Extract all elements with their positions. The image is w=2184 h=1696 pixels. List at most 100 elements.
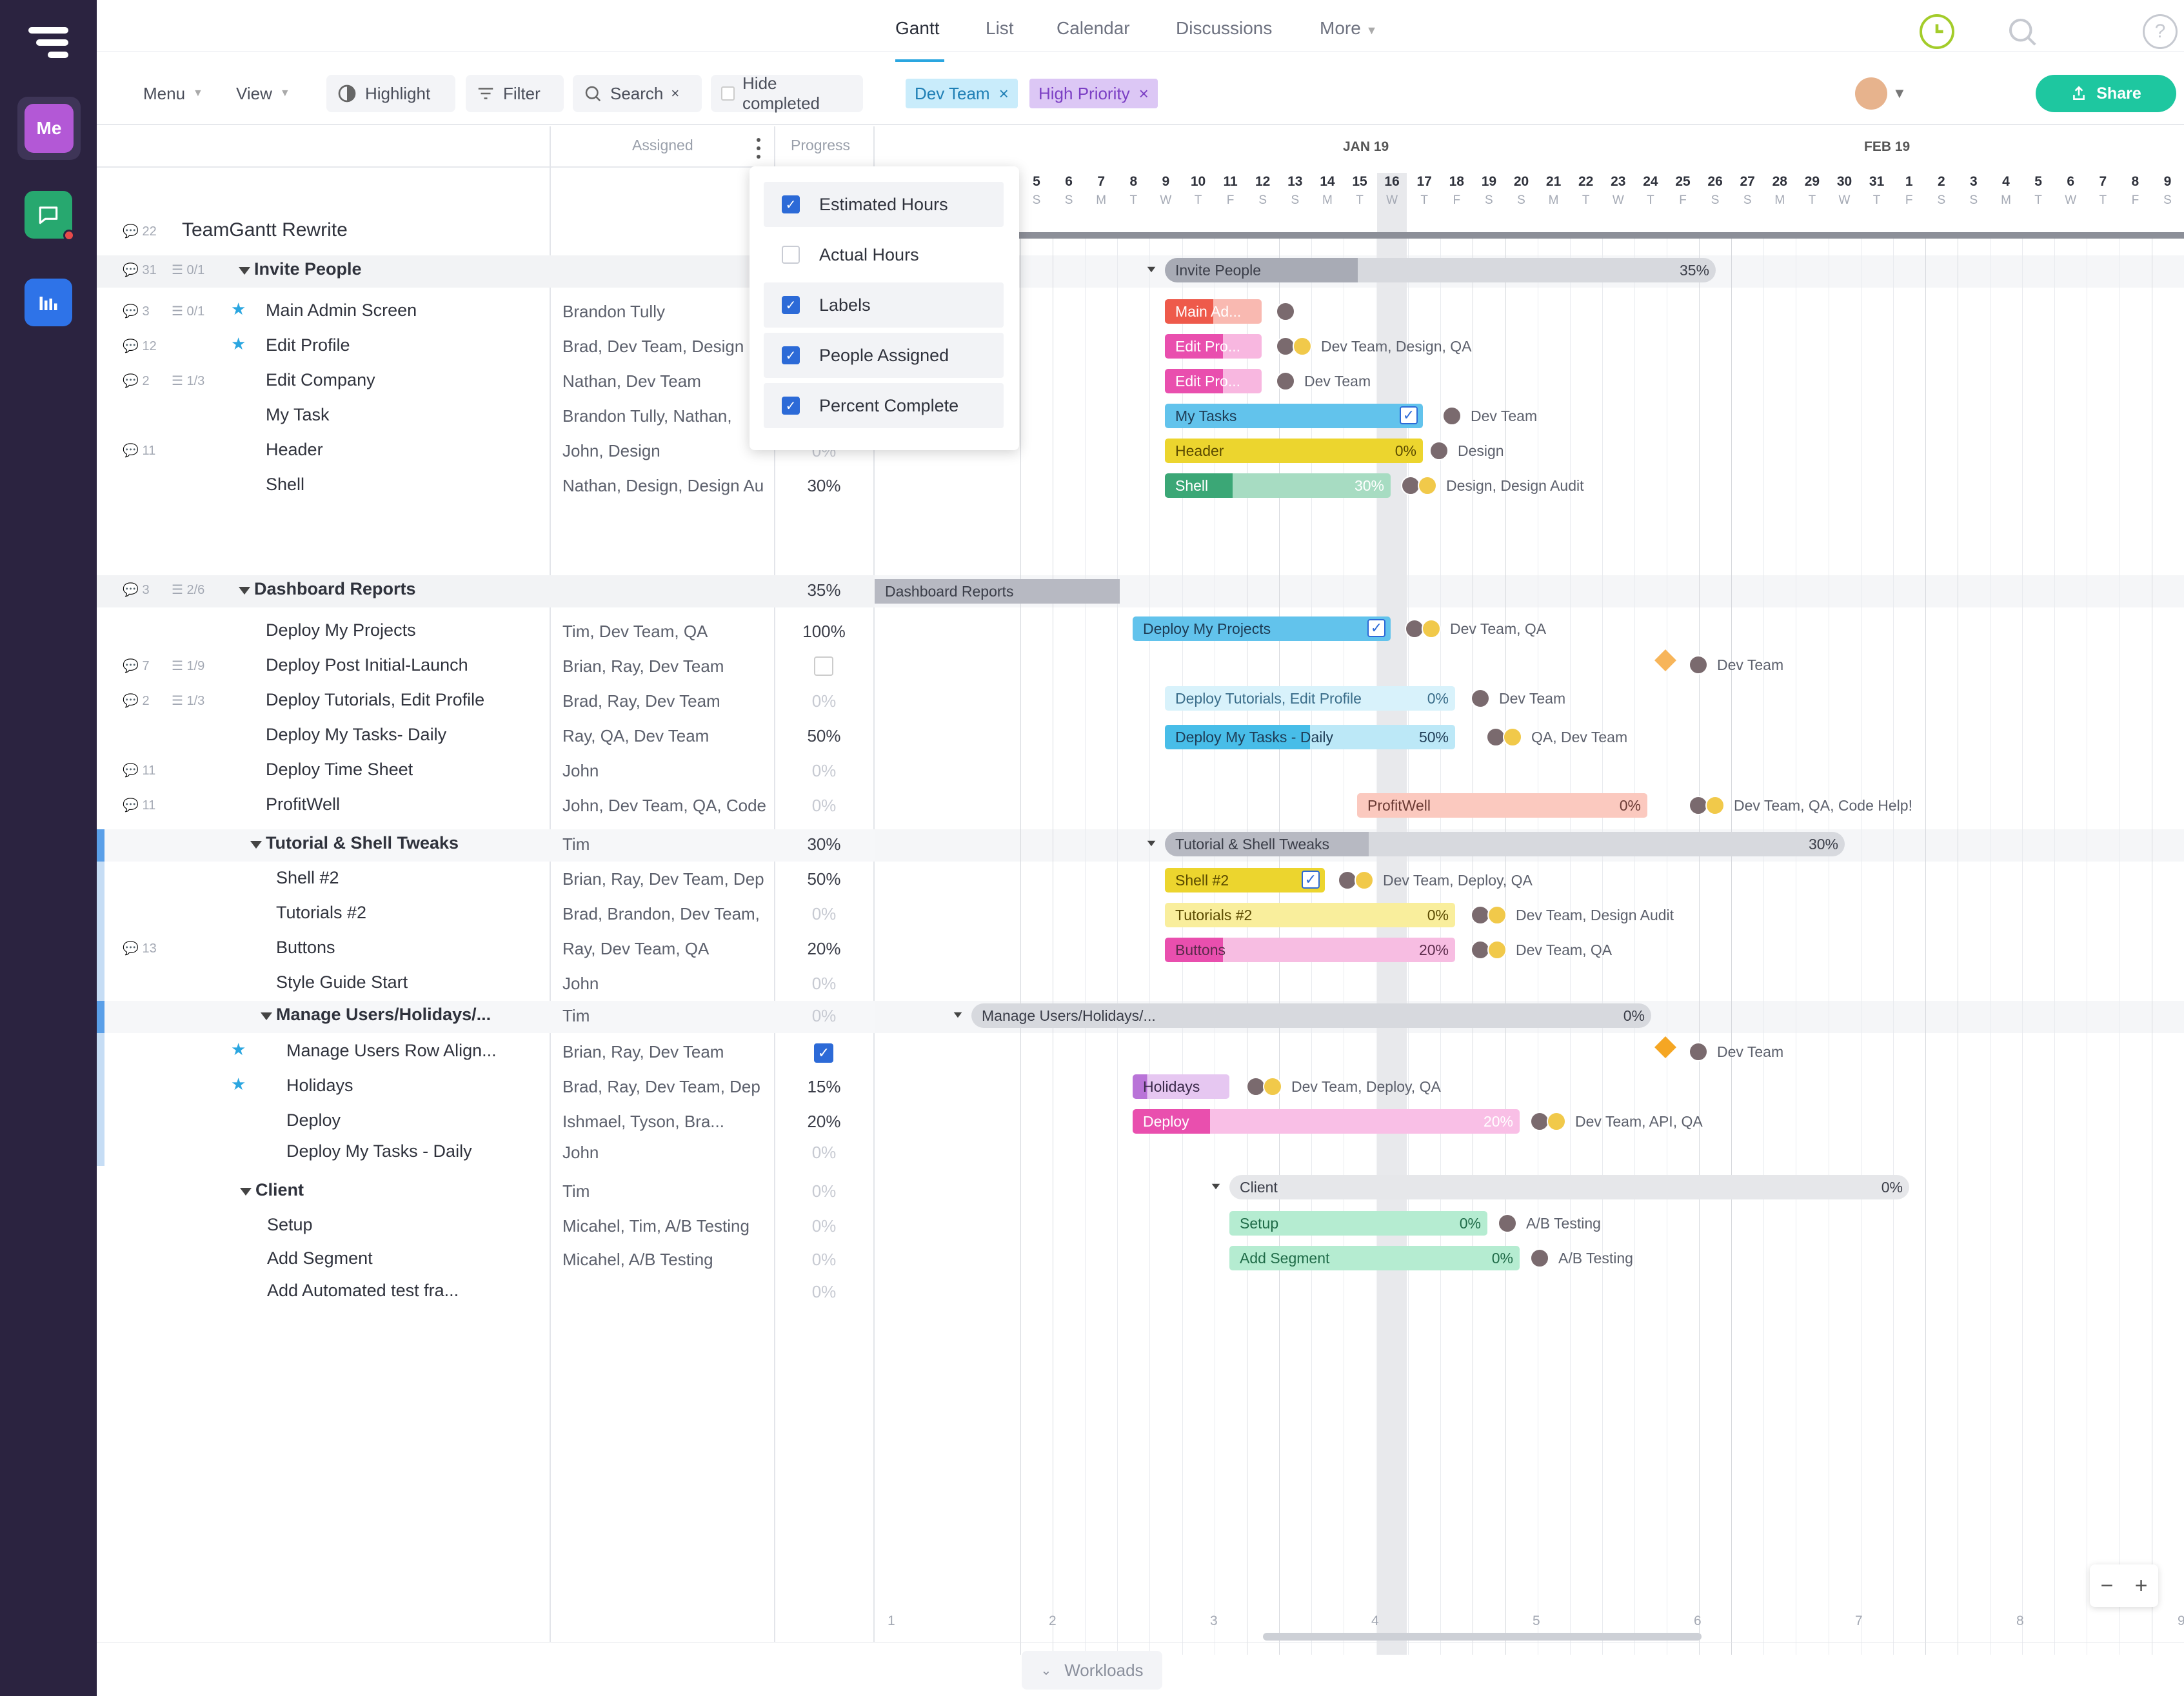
group-name[interactable]: Tutorial & Shell Tweaks bbox=[266, 833, 459, 853]
gantt-group-bar[interactable]: Client 0% bbox=[1229, 1175, 1909, 1199]
task-name[interactable]: ProfitWell bbox=[266, 794, 341, 814]
assigned-cell[interactable]: Tim, Dev Team, QA bbox=[562, 622, 708, 641]
assigned-cell[interactable]: Brian, Ray, Dev Team, Dep bbox=[562, 869, 764, 889]
progress-cell[interactable]: 100% bbox=[802, 622, 846, 641]
progress-cell[interactable]: 0% bbox=[811, 904, 837, 923]
assigned-cell[interactable]: Brad, Ray, Dev Team bbox=[562, 691, 720, 711]
task-name[interactable]: Add Segment bbox=[267, 1248, 373, 1268]
filter-chip-high-priority[interactable]: High Priority × bbox=[1029, 79, 1158, 108]
assigned-cell[interactable]: John bbox=[562, 974, 599, 993]
assignee-avatar[interactable] bbox=[1689, 655, 1708, 675]
assignee-avatar[interactable] bbox=[1429, 441, 1449, 460]
checkbox-checked-icon[interactable]: ✓ bbox=[1302, 871, 1320, 889]
progress-cell[interactable]: 0% bbox=[811, 1250, 837, 1269]
collapse-caret-icon[interactable] bbox=[1211, 1183, 1220, 1190]
column-header-progress[interactable]: Progress bbox=[791, 137, 851, 153]
column-options-icon[interactable] bbox=[753, 135, 764, 161]
checkbox-icon[interactable] bbox=[814, 656, 833, 676]
progress-cell[interactable]: 0% bbox=[811, 1006, 837, 1025]
comment-count[interactable]: 💬 11 bbox=[123, 798, 156, 813]
collapse-caret-icon[interactable] bbox=[953, 1012, 962, 1018]
comment-count[interactable]: 💬 11 bbox=[123, 444, 156, 458]
gantt-task-bar[interactable]: Tutorials #2 0% bbox=[1165, 903, 1455, 927]
collapse-caret-icon[interactable] bbox=[1147, 840, 1156, 847]
menu-dropdown[interactable]: Menu ▼ bbox=[133, 75, 213, 112]
assignee-avatar[interactable] bbox=[1487, 940, 1507, 960]
assigned-cell[interactable]: Brad, Dev Team, Design bbox=[562, 337, 744, 356]
tab-gantt[interactable]: Gantt bbox=[895, 18, 940, 38]
search-icon[interactable] bbox=[2005, 14, 2040, 49]
gantt-task-bar[interactable]: Deploy My Projects ✓ bbox=[1133, 616, 1391, 641]
assigned-cell[interactable]: Brian, Ray, Dev Team bbox=[562, 1042, 724, 1061]
collaborator-avatar[interactable] bbox=[1855, 77, 1887, 110]
gantt-task-bar[interactable]: Deploy 20% bbox=[1133, 1109, 1520, 1134]
progress-cell[interactable]: 0% bbox=[811, 1143, 837, 1162]
assignee-avatar[interactable] bbox=[1401, 476, 1420, 495]
group-name[interactable]: Invite People bbox=[254, 259, 362, 279]
assigned-cell[interactable]: Nathan, Dev Team bbox=[562, 371, 701, 391]
collapse-caret-icon[interactable] bbox=[250, 841, 262, 849]
assignee-avatar[interactable] bbox=[1355, 871, 1374, 890]
assignee-avatar[interactable] bbox=[1689, 1042, 1708, 1061]
assigned-cell[interactable]: Micahel, A/B Testing bbox=[562, 1250, 713, 1269]
task-name[interactable]: Shell #2 bbox=[276, 868, 339, 887]
progress-cell[interactable]: 35% bbox=[807, 580, 841, 600]
subtask-count[interactable]: ☰ 1/3 bbox=[172, 694, 205, 708]
task-name[interactable]: Deploy Post Initial-Launch bbox=[266, 655, 468, 675]
comment-count[interactable]: 💬 2 bbox=[123, 694, 150, 708]
zoom-in-button[interactable]: + bbox=[2134, 1573, 2148, 1598]
comment-count[interactable]: 💬 12 bbox=[123, 339, 157, 353]
assigned-cell[interactable]: Brad, Brandon, Dev Team, bbox=[562, 904, 760, 923]
assignee-avatar[interactable] bbox=[1471, 905, 1490, 925]
subtask-count[interactable]: ☰ 1/3 bbox=[172, 374, 205, 388]
close-icon[interactable]: × bbox=[998, 83, 1009, 103]
group-name[interactable]: Client bbox=[255, 1180, 304, 1199]
checkbox-checked-icon[interactable]: ✓ bbox=[814, 1043, 833, 1063]
checkbox-icon[interactable] bbox=[721, 86, 735, 101]
assigned-cell[interactable]: Ray, QA, Dev Team bbox=[562, 726, 710, 745]
tab-calendar[interactable]: Calendar bbox=[1057, 18, 1130, 38]
time-tracking-clock-icon[interactable] bbox=[1920, 14, 1954, 49]
assignee-avatar[interactable] bbox=[1498, 1214, 1517, 1233]
assignee-avatar[interactable] bbox=[1503, 727, 1522, 747]
assignee-avatar[interactable] bbox=[1547, 1112, 1566, 1131]
task-name[interactable]: Holidays bbox=[286, 1076, 353, 1095]
gantt-group-bar[interactable]: Dashboard Reports bbox=[875, 579, 1120, 604]
task-name[interactable]: Deploy Time Sheet bbox=[266, 760, 413, 779]
group-name[interactable]: Manage Users/Holidays/... bbox=[276, 1005, 491, 1024]
gantt-group-bar[interactable]: Manage Users/Holidays/... 0% bbox=[971, 1003, 1651, 1028]
subtask-count[interactable]: ☰ 1/9 bbox=[172, 659, 205, 673]
task-name[interactable]: Add Automated test fra... bbox=[267, 1281, 459, 1300]
comment-count[interactable]: 💬 3 bbox=[123, 304, 150, 319]
task-name[interactable]: Style Guide Start bbox=[276, 972, 408, 992]
assignee-avatar[interactable] bbox=[1705, 796, 1725, 815]
progress-cell[interactable]: 0% bbox=[811, 1216, 837, 1236]
assignee-avatar[interactable] bbox=[1471, 689, 1490, 708]
task-name[interactable]: Tutorials #2 bbox=[276, 903, 367, 922]
gantt-task-bar[interactable]: Shell #2 ✓ bbox=[1165, 868, 1325, 892]
subtask-count[interactable]: ☰ 0/1 bbox=[172, 263, 205, 277]
checkbox-checked-icon[interactable]: ✓ bbox=[782, 296, 800, 314]
zoom-out-button[interactable]: − bbox=[2100, 1573, 2114, 1598]
comment-count[interactable]: 💬 3 bbox=[123, 583, 150, 597]
assignee-avatar[interactable] bbox=[1487, 905, 1507, 925]
comment-count[interactable]: 💬 11 bbox=[123, 764, 156, 778]
progress-cell[interactable]: 0% bbox=[811, 1181, 837, 1201]
gantt-task-bar[interactable]: ProfitWell 0% bbox=[1357, 793, 1647, 818]
task-name[interactable]: Manage Users Row Align... bbox=[286, 1041, 497, 1060]
collapse-caret-icon[interactable] bbox=[240, 1188, 252, 1196]
gantt-task-bar[interactable]: Holidays bbox=[1133, 1074, 1229, 1099]
progress-cell[interactable]: 50% bbox=[807, 869, 841, 889]
option-labels[interactable]: ✓ Labels bbox=[764, 282, 1004, 328]
assigned-cell[interactable]: Brian, Ray, Dev Team bbox=[562, 656, 724, 676]
progress-cell[interactable]: 0% bbox=[811, 691, 837, 711]
assigned-cell[interactable]: John, Design bbox=[562, 441, 660, 460]
gantt-group-bar[interactable]: Invite People 35% bbox=[1165, 258, 1716, 282]
assignee-avatar[interactable] bbox=[1263, 1077, 1282, 1096]
task-name[interactable]: Deploy Tutorials, Edit Profile bbox=[266, 690, 485, 709]
tab-more[interactable]: More ▼ bbox=[1320, 18, 1377, 39]
progress-cell[interactable]: 30% bbox=[807, 834, 841, 854]
gantt-task-bar[interactable]: Shell 30% bbox=[1165, 473, 1391, 498]
share-button[interactable]: Share bbox=[2036, 75, 2176, 112]
progress-cell[interactable]: 15% bbox=[807, 1077, 841, 1096]
